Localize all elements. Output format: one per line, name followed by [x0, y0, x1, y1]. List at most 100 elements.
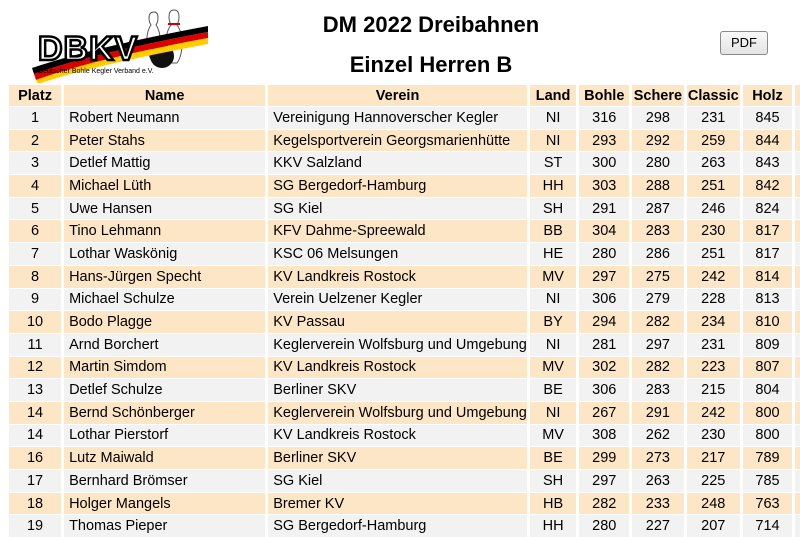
cell-name: Robert Neumann [64, 106, 269, 129]
col-header-name[interactable]: Name [64, 85, 269, 106]
cell-schere: 262 [632, 423, 687, 447]
cell-land: MV [529, 355, 580, 379]
row-tail [795, 196, 800, 220]
cell-bohle: 297 [579, 469, 633, 492]
row-tail [795, 400, 800, 424]
table-row: 3 Detlef Mattig KKV Salzland ST 300 280 263 843 [9, 151, 800, 175]
cell-holz: 789 [742, 446, 795, 469]
cell-name: Bernd Schönberger [64, 400, 269, 424]
row-tail [795, 128, 800, 152]
col-header-land[interactable]: Land [529, 85, 580, 106]
table-row: 19 Thomas Pieper SG Bergedorf-Hamburg HH 280… [9, 514, 800, 537]
cell-verein: Berliner SKV [268, 378, 530, 401]
cell-platz: 9 [9, 287, 65, 311]
page-title: DM 2022 Dreibahnen [322, 12, 540, 37]
cell-verein: SG Kiel [268, 469, 530, 492]
cell-platz: 14 [9, 423, 65, 447]
table-row: 13 Detlef Schulze Berliner SKV BE 306 283 215 8… [9, 378, 800, 401]
logo-text: DBKV [38, 30, 138, 68]
cell-holz: 714 [742, 514, 795, 537]
cell-classic: 246 [686, 196, 743, 220]
cell-verein: KV Landkreis Rostock [268, 264, 530, 288]
cell-land: SH [529, 196, 580, 220]
col-header-holz[interactable]: Holz [742, 85, 795, 106]
cell-classic: 263 [686, 151, 743, 175]
cell-classic: 217 [686, 446, 743, 469]
cell-platz: 2 [9, 128, 65, 152]
cell-verein: Bremer KV [268, 491, 530, 515]
cell-classic: 225 [686, 469, 743, 492]
cell-holz: 844 [742, 128, 795, 152]
cell-platz: 1 [9, 106, 65, 129]
cell-bohle: 316 [579, 106, 633, 129]
cell-bohle: 293 [579, 128, 633, 152]
cell-platz: 10 [9, 310, 65, 333]
cell-schere: 280 [632, 151, 687, 175]
cell-verein: SG Bergedorf-Hamburg [268, 174, 530, 197]
cell-holz: 763 [742, 491, 795, 515]
table-row: 12 Martin Simdom KV Landkreis Rostock MV 302… [9, 355, 800, 379]
cell-verein: Vereinigung Hannoverscher Kegler [268, 106, 530, 129]
cell-holz: 824 [742, 196, 795, 220]
cell-bohle: 304 [579, 219, 633, 243]
cell-bohle: 291 [579, 196, 633, 220]
cell-bohle: 280 [579, 514, 633, 537]
cell-schere: 287 [632, 196, 687, 220]
cell-bohle: 303 [579, 174, 633, 197]
cell-classic: 251 [686, 174, 743, 197]
cell-verein: KV Landkreis Rostock [268, 423, 530, 447]
cell-land: NI [529, 332, 580, 356]
cell-schere: 273 [632, 446, 687, 469]
cell-schere: 283 [632, 378, 687, 401]
dbkv-logo: DBKV Deutscher Bohle Kegler Verband e.V. [32, 9, 208, 83]
cell-platz: 18 [9, 491, 65, 515]
cell-holz: 843 [742, 151, 795, 175]
cell-holz: 817 [742, 242, 795, 265]
cell-bohle: 302 [579, 355, 633, 379]
cell-platz: 16 [9, 446, 65, 469]
cell-name: Hans-Jürgen Specht [64, 264, 269, 288]
cell-name: Uwe Hansen [64, 196, 269, 220]
row-tail [795, 355, 800, 379]
cell-name: Lothar Pierstorf [64, 423, 269, 447]
pdf-button[interactable]: PDF [720, 31, 768, 55]
cell-schere: 282 [632, 310, 687, 333]
row-tail [795, 491, 800, 515]
cell-holz: 807 [742, 355, 795, 379]
cell-classic: 242 [686, 400, 743, 424]
col-header-classic[interactable]: Classic [686, 85, 743, 106]
cell-bohle: 294 [579, 310, 633, 333]
cell-name: Holger Mangels [64, 491, 269, 515]
cell-verein: KKV Salzland [268, 151, 530, 175]
page-subtitle: Einzel Herren B [349, 52, 513, 77]
col-header-bohle[interactable]: Bohle [579, 85, 633, 106]
cell-name: Martin Simdom [64, 355, 269, 379]
cell-land: BY [529, 310, 580, 333]
cell-platz: 4 [9, 174, 65, 197]
col-header-schere[interactable]: Schere [632, 85, 687, 106]
cell-classic: 248 [686, 491, 743, 515]
row-tail [795, 242, 800, 265]
cell-platz: 17 [9, 469, 65, 492]
col-header-verein[interactable]: Verein [268, 85, 530, 106]
cell-platz: 19 [9, 514, 65, 537]
cell-bohle: 300 [579, 151, 633, 175]
row-tail [795, 219, 800, 243]
cell-classic: 231 [686, 332, 743, 356]
cell-name: Detlef Mattig [64, 151, 269, 175]
cell-land: BB [529, 219, 580, 243]
cell-classic: 234 [686, 310, 743, 333]
cell-platz: 13 [9, 378, 65, 401]
cell-bohle: 306 [579, 378, 633, 401]
cell-land: SH [529, 469, 580, 492]
cell-classic: 230 [686, 219, 743, 243]
cell-verein: Keglerverein Wolfsburg und Umgebung [268, 332, 530, 356]
cell-schere: 297 [632, 332, 687, 356]
cell-verein: KFV Dahme-Spreewald [268, 219, 530, 243]
cell-land: NI [529, 400, 580, 424]
cell-holz: 814 [742, 264, 795, 288]
cell-bohle: 280 [579, 242, 633, 265]
cell-holz: 804 [742, 378, 795, 401]
col-header-platz[interactable]: Platz [9, 85, 65, 106]
table-row: 1 Robert Neumann Vereinigung Hannoverscher… [9, 106, 800, 129]
